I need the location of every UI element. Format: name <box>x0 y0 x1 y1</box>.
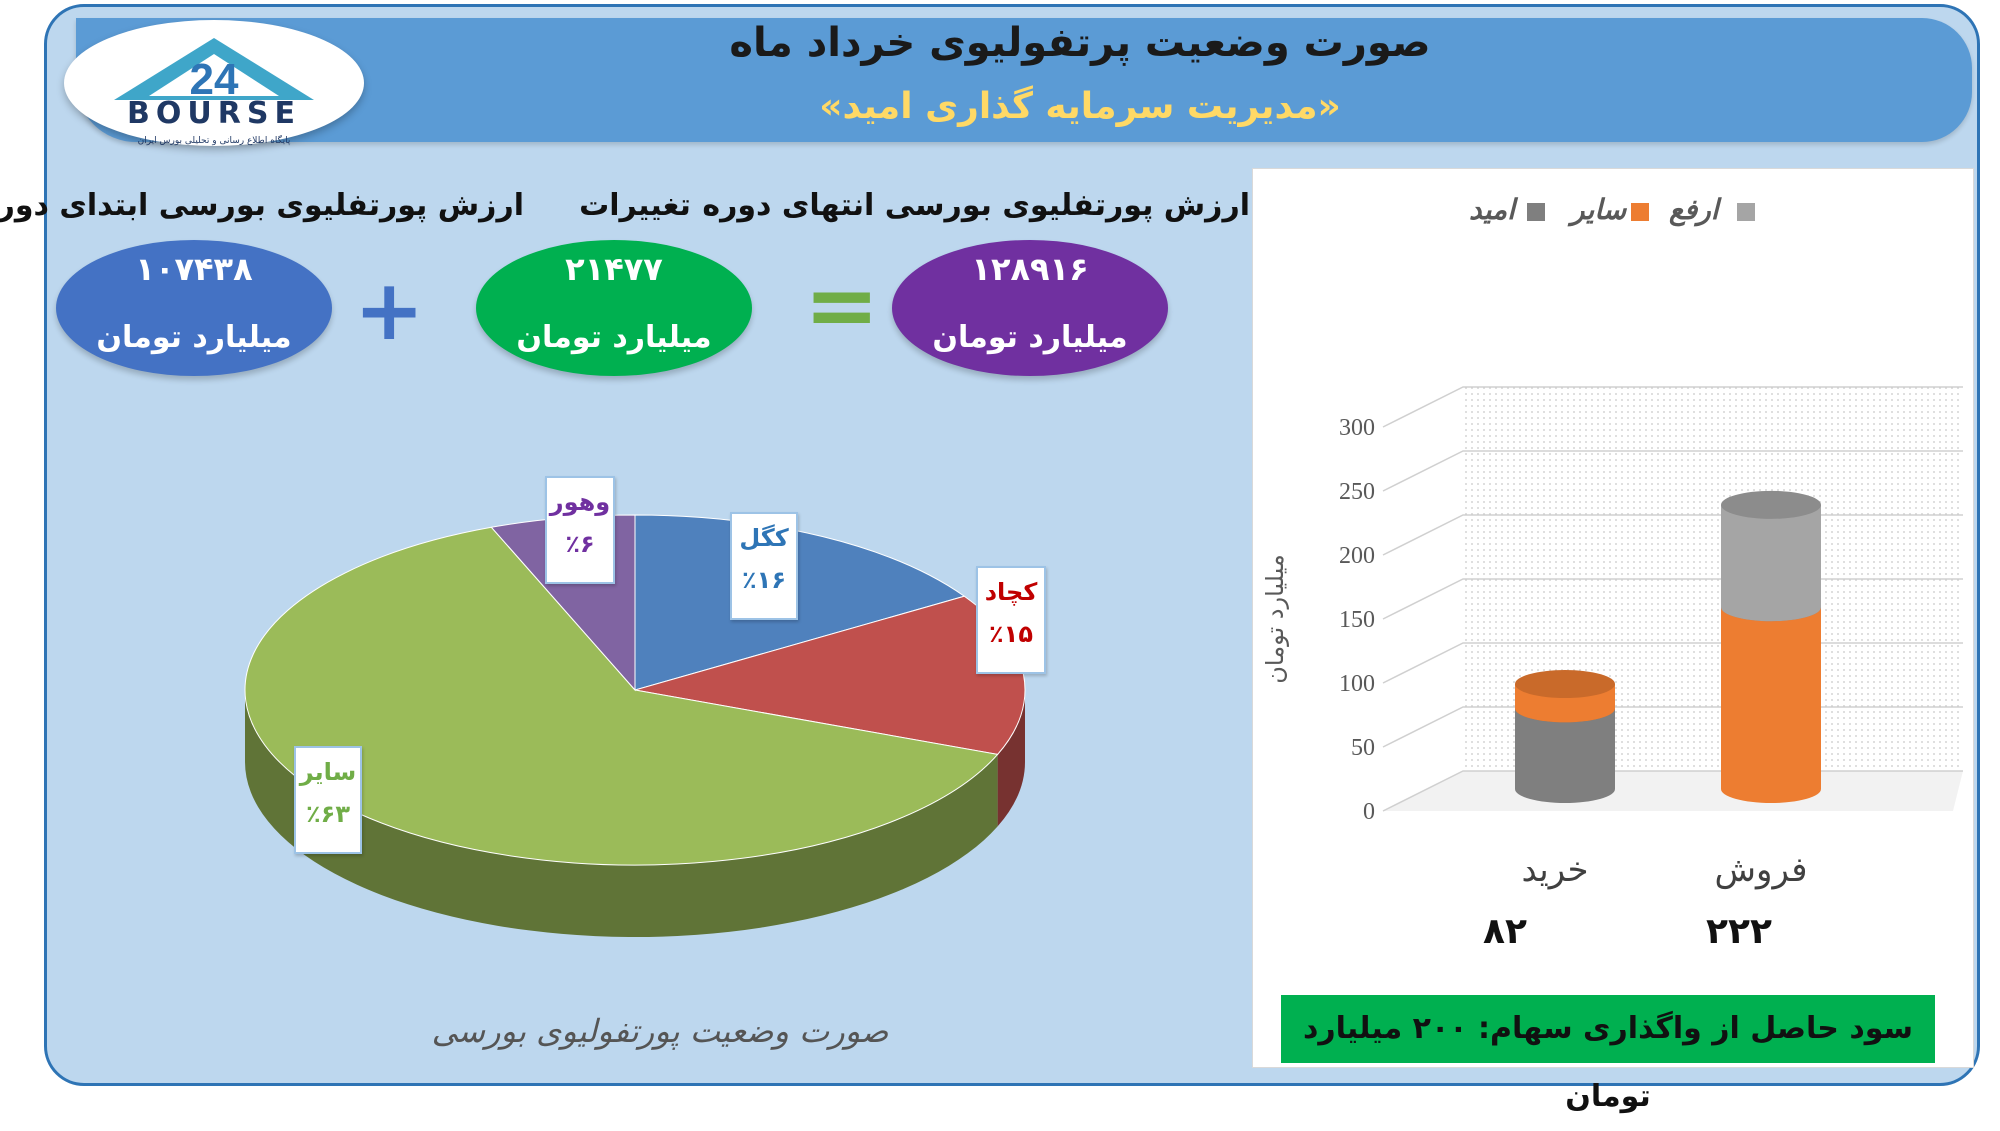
end-value-label: ارزش پورتفلیوی بورسی انتهای دوره <box>702 188 1250 223</box>
pie-label-vahoor: وهور ٪۶ <box>545 476 615 584</box>
buy-total: ۸۲ <box>1483 911 1527 952</box>
y-tick-label: 250 <box>1339 479 1375 505</box>
end-value: ۱۲۸۹۱۶ <box>971 250 1089 288</box>
header-banner <box>76 18 1972 142</box>
end-value-ellipse: ۱۲۸۹۱۶ میلیارد تومان <box>892 240 1168 376</box>
bar-cap <box>1721 490 1821 519</box>
logo-number: 24 <box>190 55 239 100</box>
pie-label-percent: ٪۶۳ <box>306 800 350 828</box>
logo-word: BOURSE <box>127 96 301 131</box>
pie-label-kagol: کگل ٪۱۶ <box>730 512 798 620</box>
start-value-ellipse: ۱۰۷۴۳۸ میلیارد تومان <box>56 240 332 376</box>
pie-label-kachad: کچاد ٪۱۵ <box>976 566 1046 674</box>
legend-swatch-omid <box>1527 203 1545 221</box>
change-ellipse: ۲۱۴۷۷ میلیارد تومان <box>476 240 752 376</box>
pie-slice-کگل <box>634 514 966 691</box>
y-tick-label: 0 <box>1363 799 1375 825</box>
bar-legend: ارفع سایر امید <box>1469 193 1773 233</box>
y-tick-label: 200 <box>1339 543 1375 569</box>
y-gridline <box>1382 386 1963 428</box>
pie-caption: صورت وضعیت پورتفولیوی بورسی <box>431 1012 889 1050</box>
legend-omid: امید <box>1469 193 1515 226</box>
pie-label-name: سایر <box>299 758 357 786</box>
sell-total: ۲۲۲ <box>1706 911 1772 952</box>
pie-label-percent: ٪۱۵ <box>989 620 1033 648</box>
pie-label-percent: ٪۱۶ <box>742 566 786 594</box>
bar-segment-ارفع <box>1721 504 1821 622</box>
change-value: ۲۱۴۷۷ <box>565 250 663 288</box>
plus-sign: + <box>354 261 425 359</box>
bar-segment-امید <box>1515 708 1615 803</box>
profit-banner: سود حاصل از واگذاری سهام: ۲۰۰ میلیارد تو… <box>1281 995 1935 1114</box>
equals-sign: = <box>804 253 880 358</box>
x-category-label: فروش <box>1715 850 1808 890</box>
legend-swatch-sayer <box>1631 203 1649 221</box>
pie-label-name: کچاد <box>984 578 1038 606</box>
end-value-unit: میلیارد تومان <box>932 320 1128 355</box>
y-gridline <box>1382 450 1963 492</box>
portfolio-pie-chart <box>230 460 1050 984</box>
start-value-unit: میلیارد تومان <box>96 320 292 355</box>
change-label: تغییرات <box>579 188 691 223</box>
y-tick-label: 100 <box>1339 671 1375 697</box>
page-title: صورت وضعیت پرتفولیوی خرداد ماه <box>729 20 1431 66</box>
legend-swatch-arfa <box>1737 203 1755 221</box>
pie-label-sayer: سایر ٪۶۳ <box>294 746 362 854</box>
legend-sayer: سایر <box>1571 193 1627 226</box>
y-tick-label: 300 <box>1339 415 1375 441</box>
pie-label-name: کگل <box>739 524 789 552</box>
logo-mark-icon: 24 <box>114 38 314 100</box>
bar-svg: 0 50 100 150 200 250 300 میلیارد تومان خرید فروش <box>1261 386 1963 890</box>
bar-cap <box>1515 670 1615 699</box>
bourse24-logo: 24 BOURSE پایگاه اطلاع رسانی و تحلیلی بو… <box>64 20 364 146</box>
y-tick-label: 150 <box>1339 607 1375 633</box>
trade-bar-chart: 0 50 100 150 200 250 300 میلیارد تومان خرید فروش … <box>1252 168 1974 1114</box>
start-value-label: ارزش پورتفلیوی بورسی ابتدای دوره <box>0 188 524 223</box>
bar-segment-سایر <box>1721 607 1821 803</box>
pie-label-percent: ٪۶ <box>565 530 595 558</box>
pie-svg <box>244 514 1026 937</box>
pie-label-name: وهور <box>549 488 611 516</box>
start-value: ۱۰۷۴۳۸ <box>135 250 253 288</box>
legend-arfa: ارفع <box>1669 193 1719 226</box>
page-subtitle: «مدیریت سرمایه گذاری امید» <box>819 86 1341 127</box>
y-axis-label: میلیارد تومان <box>1261 554 1289 683</box>
x-category-label: خرید <box>1521 850 1588 890</box>
y-tick-label: 50 <box>1351 735 1375 761</box>
pie-side-سایر <box>245 690 998 937</box>
change-unit: میلیارد تومان <box>516 320 712 355</box>
logo-tagline: پایگاه اطلاع رسانی و تحلیلی بورس ایران <box>137 136 291 146</box>
